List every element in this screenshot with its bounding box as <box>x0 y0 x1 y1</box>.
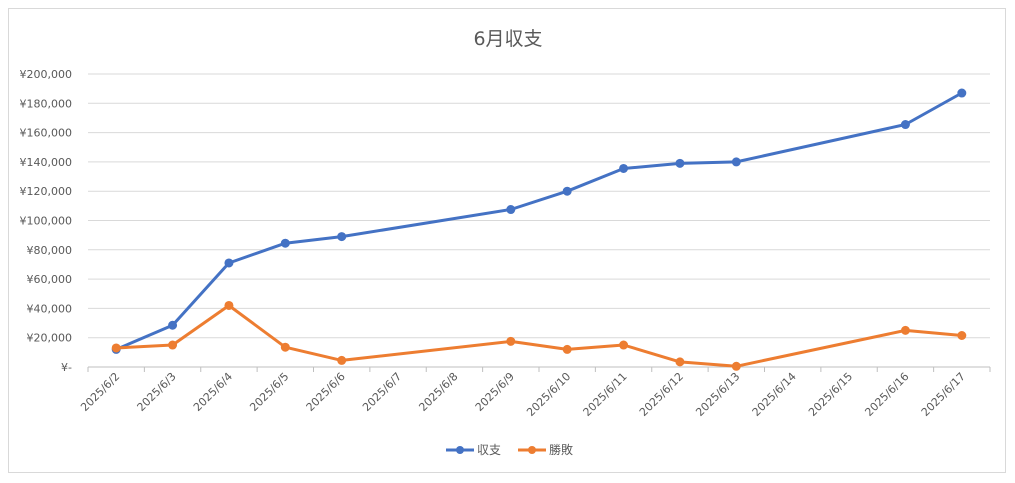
data-point[interactable] <box>957 88 967 98</box>
chart-frame <box>8 8 1006 473</box>
data-point[interactable] <box>900 325 910 335</box>
x-tick-label: 2025/6/14 <box>750 370 799 419</box>
x-tick-label: 2025/6/8 <box>416 370 460 414</box>
data-point[interactable] <box>111 343 121 353</box>
y-axis-ticks: ¥- ¥20,000 ¥40,000 ¥60,000 ¥80,000 ¥100,000 ¥1… <box>20 68 73 374</box>
gridlines <box>88 73 990 339</box>
y-tick-label: ¥140,000 <box>20 156 73 169</box>
x-tick-label: 2025/6/7 <box>360 370 404 414</box>
y-tick-label: ¥80,000 <box>27 244 73 257</box>
data-point[interactable] <box>731 157 741 167</box>
data-point[interactable] <box>900 120 910 130</box>
data-point[interactable] <box>280 342 290 352</box>
x-axis: 2025/6/2 2025/6/3 2025/6/4 2025/6/5 2025/6/6… <box>78 366 991 419</box>
chart-title: 6月収支 <box>473 28 542 50</box>
x-tick-label: 2025/6/4 <box>191 370 235 414</box>
data-point[interactable] <box>168 340 178 350</box>
x-tick-label: 2025/6/2 <box>78 370 122 414</box>
y-tick-label: ¥20,000 <box>27 332 73 345</box>
data-point[interactable] <box>731 361 741 371</box>
data-point[interactable] <box>280 238 290 248</box>
legend[interactable]: 収支 勝敗 <box>446 442 573 457</box>
x-tick-label: 2025/6/10 <box>524 370 573 419</box>
data-point[interactable] <box>337 355 347 365</box>
x-tick-label: 2025/6/17 <box>919 370 968 419</box>
x-tick-label: 2025/6/5 <box>247 370 291 414</box>
x-tick-label: 2025/6/11 <box>581 370 630 419</box>
y-tick-label: ¥180,000 <box>20 97 73 110</box>
data-point[interactable] <box>675 357 685 367</box>
y-tick-label: ¥40,000 <box>27 302 73 315</box>
data-point[interactable] <box>506 336 516 346</box>
legend-item-1[interactable]: 勝敗 <box>518 442 573 457</box>
data-point[interactable] <box>224 300 234 310</box>
y-tick-label: ¥- <box>61 361 72 374</box>
series-group <box>111 88 967 371</box>
series-line-1 <box>114 304 964 368</box>
legend-item-0[interactable]: 収支 <box>446 443 501 457</box>
data-point[interactable] <box>337 232 347 242</box>
y-tick-label: ¥100,000 <box>20 215 73 228</box>
x-tick-label: 2025/6/12 <box>637 370 686 419</box>
y-tick-label: ¥120,000 <box>20 185 73 198</box>
data-point[interactable] <box>168 320 178 330</box>
data-point[interactable] <box>675 158 685 168</box>
x-tick-label: 2025/6/9 <box>473 370 517 414</box>
data-point[interactable] <box>562 344 572 354</box>
series-line-0 <box>114 91 964 351</box>
data-point[interactable] <box>619 340 629 350</box>
y-tick-label: ¥200,000 <box>20 68 73 81</box>
legend-marker <box>528 446 536 454</box>
legend-label: 収支 <box>477 443 501 457</box>
x-tick-label: 2025/6/13 <box>693 370 742 419</box>
legend-marker <box>456 446 464 454</box>
x-tick-label: 2025/6/3 <box>135 370 179 414</box>
data-point[interactable] <box>506 205 516 215</box>
legend-label: 勝敗 <box>549 442 573 457</box>
x-tick-label: 2025/6/15 <box>806 370 855 419</box>
x-tick-label: 2025/6/16 <box>862 370 911 419</box>
x-tick-label: 2025/6/6 <box>304 370 348 414</box>
data-point[interactable] <box>619 163 629 173</box>
data-point[interactable] <box>224 258 234 268</box>
data-point[interactable] <box>957 331 967 341</box>
y-tick-label: ¥160,000 <box>20 127 73 140</box>
y-tick-label: ¥60,000 <box>27 273 73 286</box>
data-point[interactable] <box>562 186 572 196</box>
